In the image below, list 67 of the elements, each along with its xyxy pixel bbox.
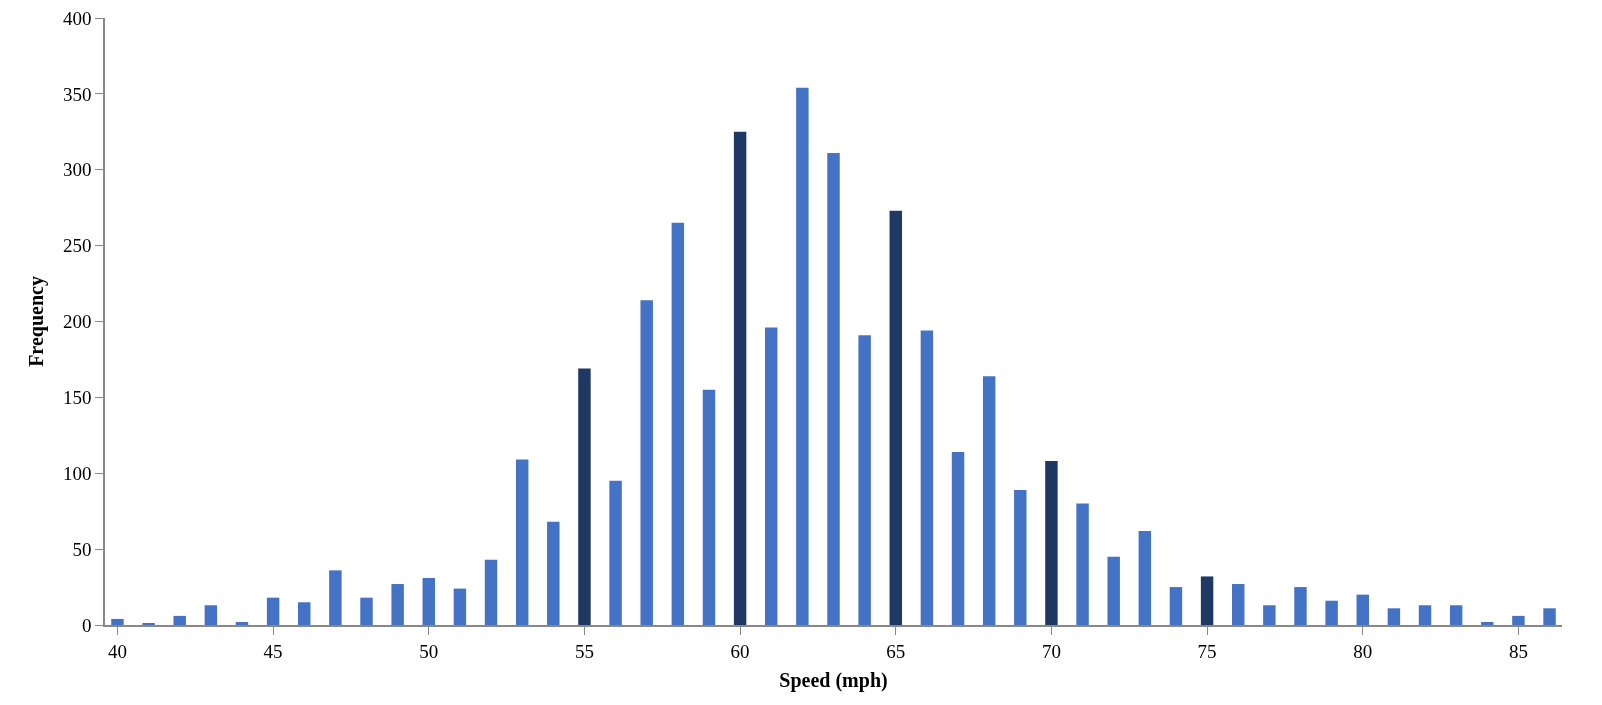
bar [671,222,685,625]
y-tick-label: 200 [62,311,92,333]
x-tick-label: 45 [263,640,283,662]
bar [1449,605,1463,625]
bar [796,87,809,625]
bar [609,480,622,625]
bar [1418,605,1432,625]
bar [360,597,373,625]
bar [578,368,591,625]
bar [858,335,871,625]
bar [329,570,342,625]
bar [765,327,778,625]
x-tick-label: 65 [886,640,906,662]
bar [1045,461,1058,625]
bar [1169,587,1183,625]
bar [173,615,186,625]
bar [266,597,280,625]
y-tick-label: 250 [62,235,92,257]
x-tick-label: 60 [730,640,750,662]
bar [1481,621,1494,625]
bar [1076,503,1089,625]
y-tick-label: 150 [62,387,92,409]
x-tick-label: 55 [574,640,594,662]
bar [733,131,747,625]
y-axis-title: Frequency [24,276,48,367]
bar [1325,600,1338,625]
x-tick-label: 40 [107,640,127,662]
bar [951,452,965,625]
bar [827,153,840,625]
bar [111,618,124,625]
x-tick-label: 80 [1353,640,1373,662]
bar [453,588,467,625]
bar [1543,608,1556,625]
y-tick-label: 50 [72,538,92,560]
bar [702,389,716,625]
y-tick-label: 0 [81,614,92,636]
bar [640,300,653,625]
bar [920,330,934,625]
x-tick-label: 70 [1041,640,1061,662]
y-tick-label: 100 [62,462,92,484]
x-axis-title: Speed (mph) [779,668,888,692]
bar [1263,605,1276,625]
bar [1387,608,1401,625]
bar [547,521,560,625]
y-tick-label: 400 [62,7,92,29]
bar [1294,587,1307,625]
bar [1512,615,1525,625]
bar [1356,594,1369,625]
x-tick-label: 50 [419,640,439,662]
bar [982,376,996,625]
bar [889,210,902,625]
y-tick-label: 350 [62,83,92,105]
bar [1232,584,1245,625]
bar [422,577,435,625]
x-tick-label: 75 [1197,640,1217,662]
bar [484,559,498,625]
bar [1014,489,1027,625]
bar [1138,530,1152,625]
x-tick-label: 85 [1508,640,1528,662]
y-tick-label: 300 [62,159,92,181]
bar [298,602,311,625]
bar [235,621,249,625]
bar [515,459,529,625]
bar [204,605,218,625]
bar [1107,556,1120,625]
bar [1200,576,1214,625]
bar [391,584,404,625]
